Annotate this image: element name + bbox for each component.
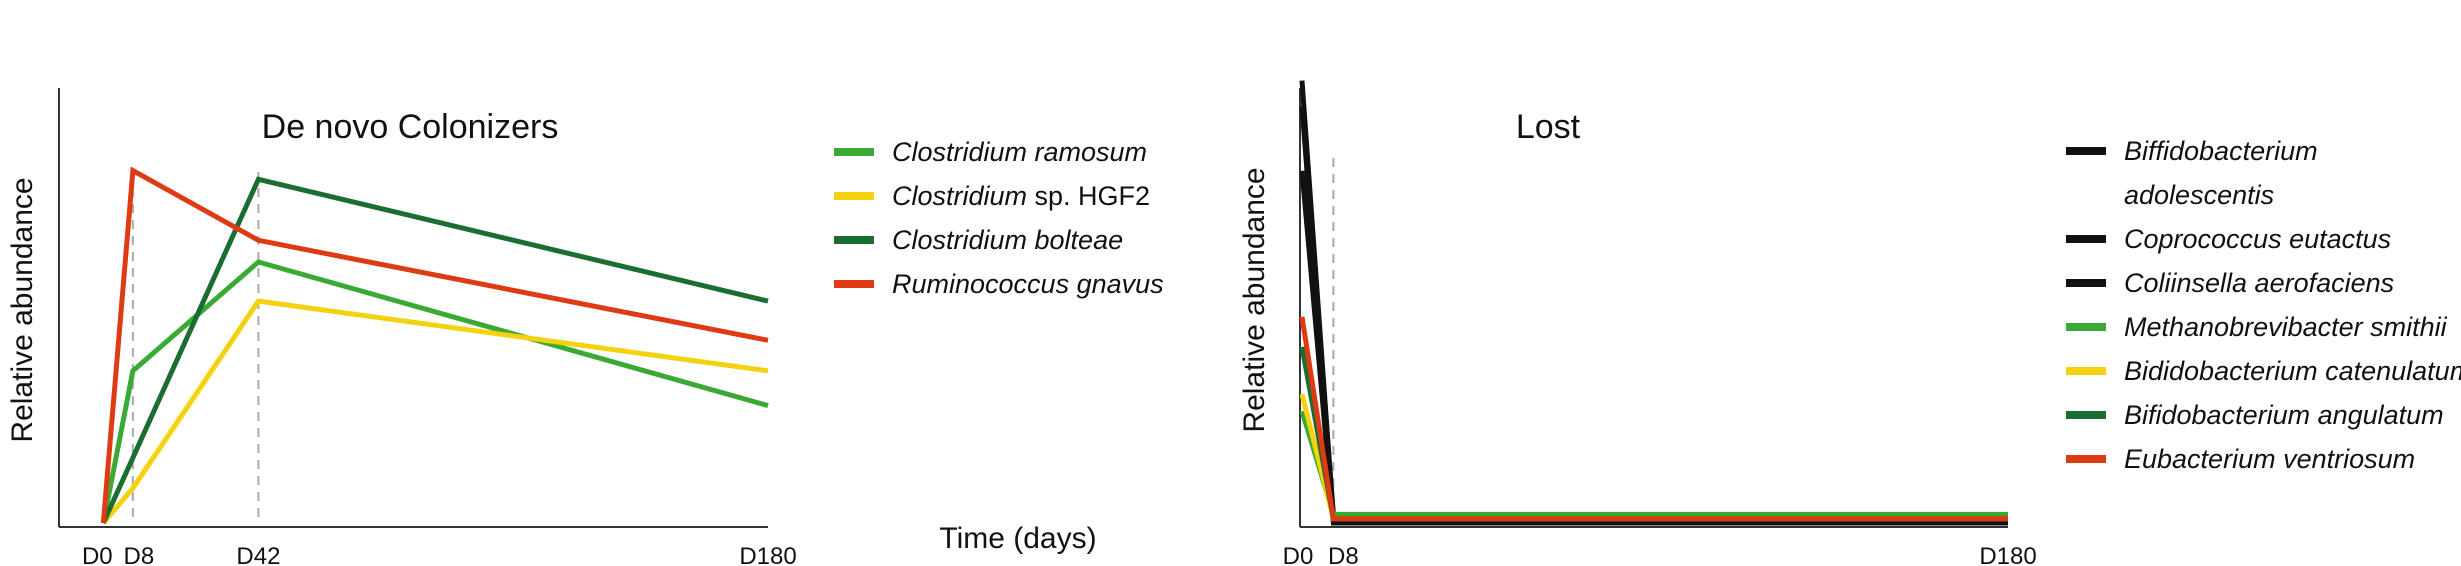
- lost-series-line-bididobacterium-catenulatum: [1299, 393, 2008, 522]
- colonizers-series-line-clostridium-sp-hgf2: [101, 298, 769, 525]
- lost-series-line-methanobrevibacter-smithii: [1299, 410, 2008, 517]
- lost-legend-label: Coliinsella aerofaciens: [2124, 268, 2394, 298]
- colonizers-chart: De novo Colonizers Relative abundance D0…: [6, 88, 1164, 566]
- colonizers-title: De novo Colonizers: [262, 108, 559, 146]
- lost-legend-label: Bifidobacterium angulatum: [2124, 400, 2444, 430]
- lost-legend-label: adolescentis: [2124, 180, 2274, 210]
- lost-legend-label: Methanobrevibacter smithii: [2124, 312, 2448, 342]
- lost-chart: Lost Relative abundance D0 D8 D180 Biffido…: [1238, 80, 2461, 566]
- colonizers-legend-label-part: Clostridium: [892, 181, 1027, 211]
- colonizers-legend-item: Ruminococcus gnavus: [834, 269, 1164, 299]
- colonizers-series-line-clostridium-bolteae: [101, 176, 769, 525]
- colonizers-legend-item: Clostridium ramosum: [834, 137, 1147, 167]
- lost-x-tick-label: D0: [1283, 543, 1314, 566]
- lost-series-line-biffidobacterium-adolescentis: [1299, 170, 2008, 526]
- colonizers-x-tick-label: D42: [236, 543, 280, 566]
- lost-series-line-eubacterium-ventriosum: [1299, 316, 2008, 522]
- lost-legend-label: Eubacterium ventriosum: [2124, 444, 2415, 474]
- lost-legend-item: Eubacterium ventriosum: [2066, 444, 2415, 474]
- lost-legend-item: Methanobrevibacter smithii: [2066, 312, 2448, 342]
- lost-series-line-coprococcus-eutactus: [1299, 80, 2009, 526]
- lost-y-label: Relative abundance: [1238, 167, 1271, 432]
- lost-legend-item: Coprococcus eutactus: [2066, 224, 2391, 254]
- lost-series-line-coliinsella-aerofaciens: [1299, 106, 2009, 522]
- colonizers-legend-label: Ruminococcus gnavus: [892, 269, 1164, 299]
- colonizers-x-tick-label: D180: [739, 543, 796, 566]
- lost-legend-label: Biffidobacterium: [2124, 136, 2318, 166]
- lost-x-tick-label: D8: [1328, 543, 1359, 566]
- time-axis-label: Time (days): [939, 522, 1096, 555]
- lost-x-tick-label: D180: [1979, 543, 2036, 566]
- colonizers-legend-item: Clostridium bolteae: [834, 225, 1123, 255]
- colonizers-x-tick-label: D8: [124, 543, 155, 566]
- lost-legend-label: Coprococcus eutactus: [2124, 224, 2391, 254]
- colonizers-y-label: Relative abundance: [6, 177, 39, 442]
- lost-legend-item: Biffidobacterium adolescentis: [2066, 136, 2318, 210]
- colonizers-legend-label-part: Clostridium bolteae: [892, 225, 1123, 255]
- colonizers-x-tick-label: D0: [82, 543, 113, 566]
- lost-legend-label: Bididobacterium catenulatum: [2124, 356, 2461, 386]
- colonizers-legend-item: Clostridium sp. HGF2: [834, 181, 1150, 211]
- lost-legend-item: Coliinsella aerofaciens: [2066, 268, 2394, 298]
- colonizers-legend-label-part: Ruminococcus gnavus: [892, 269, 1164, 299]
- colonizers-legend-label-part: Clostridium ramosum: [892, 137, 1147, 167]
- colonizers-legend-label: Clostridium ramosum: [892, 137, 1147, 167]
- colonizers-legend-label: Clostridium bolteae: [892, 225, 1123, 255]
- lost-legend-item: Bididobacterium catenulatum: [2066, 356, 2461, 386]
- lost-series-line-bifidobacterium-angulatum: [1299, 346, 2008, 522]
- colonizers-series-line-ruminococcus-gnavus: [100, 166, 769, 524]
- lost-legend-item: Bifidobacterium angulatum: [2066, 400, 2444, 430]
- colonizers-legend-label: Clostridium sp. HGF2: [892, 181, 1150, 211]
- colonizers-legend-label-part: sp. HGF2: [1027, 181, 1150, 211]
- lost-title: Lost: [1516, 108, 1581, 146]
